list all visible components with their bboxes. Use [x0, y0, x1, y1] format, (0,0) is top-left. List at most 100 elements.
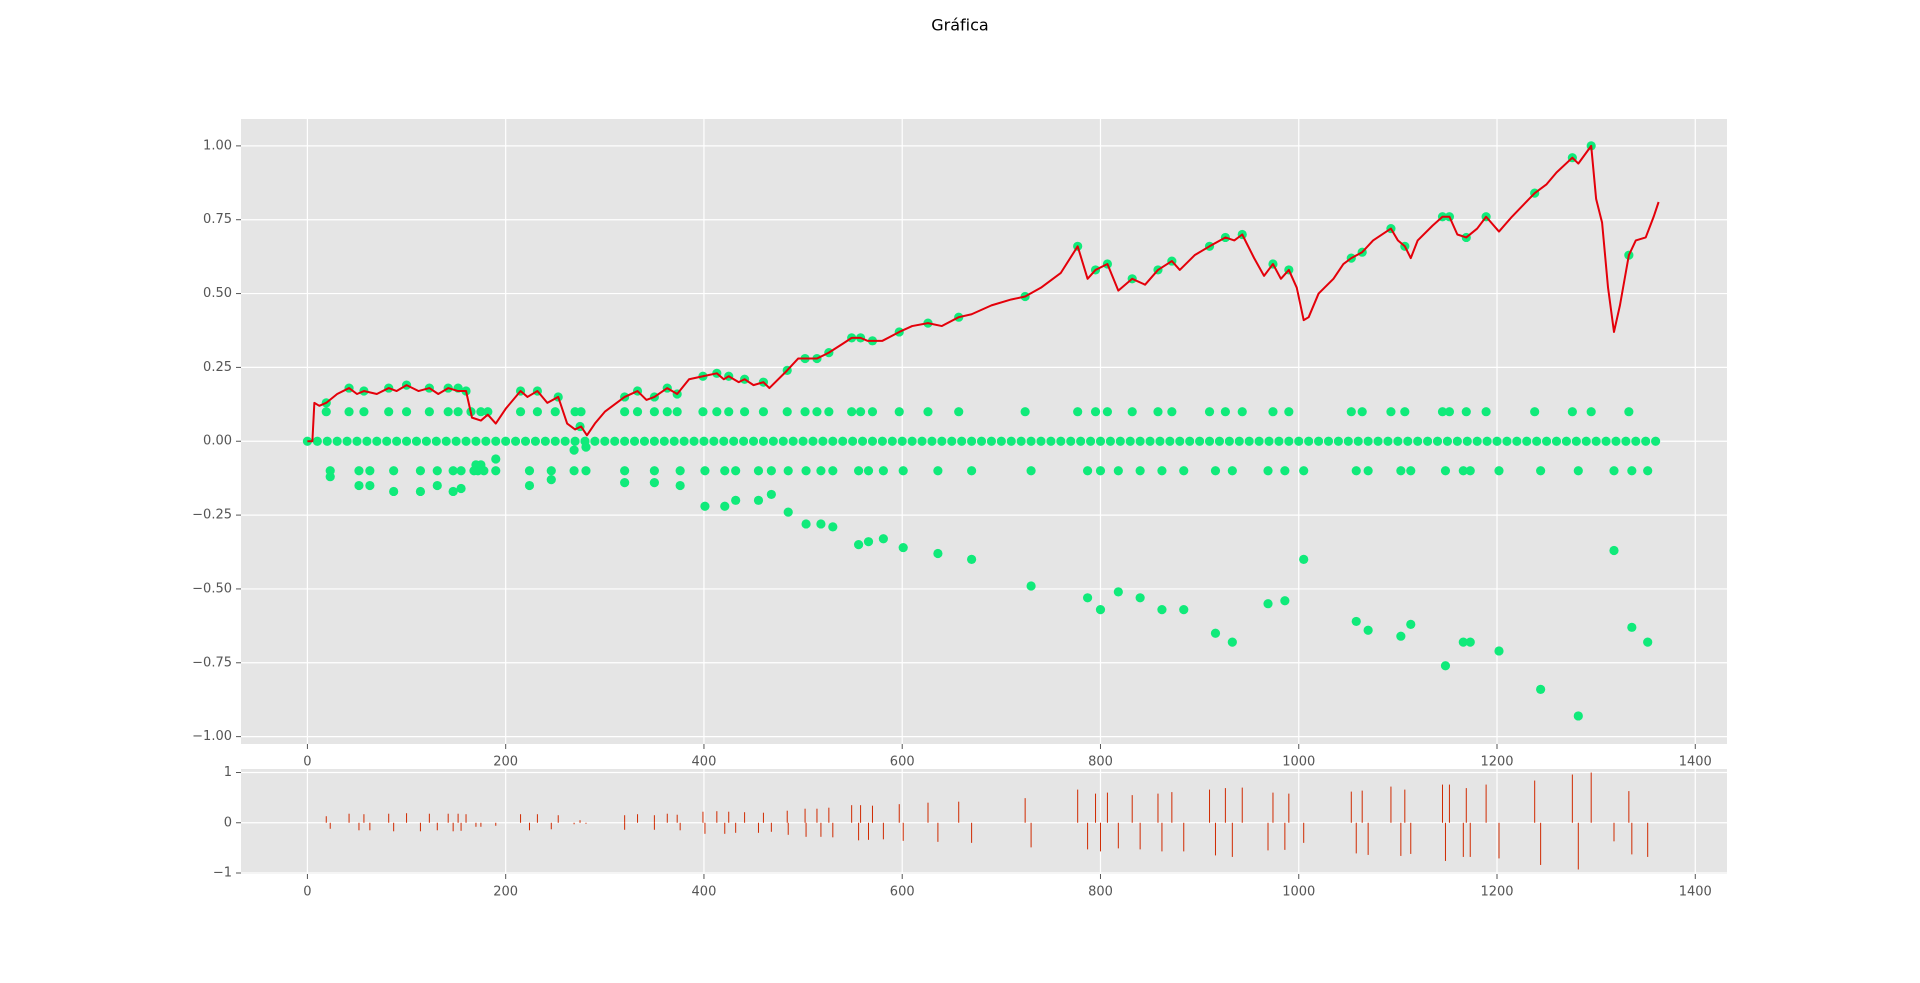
- scatter-point: [639, 436, 650, 446]
- scatter-point: [1090, 407, 1101, 417]
- scatter-point: [863, 537, 874, 547]
- scatter-point: [853, 466, 864, 476]
- scatter-point: [1263, 466, 1273, 476]
- scatter-point: [739, 407, 750, 417]
- scatter-point: [1224, 436, 1234, 446]
- scatter-point: [894, 407, 904, 417]
- y-tick-label: −1: [213, 865, 232, 880]
- scatter-point: [1185, 436, 1195, 446]
- scatter-point: [855, 407, 866, 417]
- scatter-point: [1026, 436, 1036, 446]
- scatter-point: [471, 436, 481, 446]
- scatter-point: [461, 436, 471, 446]
- scatter-point: [1502, 436, 1512, 446]
- scatter-point: [451, 436, 461, 446]
- scatter-point: [1346, 407, 1356, 417]
- x-tick-label: 1400: [1679, 885, 1712, 900]
- scatter-point: [1631, 436, 1641, 446]
- x-tick-label: 1400: [1679, 755, 1712, 770]
- scatter-point: [431, 436, 441, 446]
- x-tick-label: 800: [1088, 885, 1113, 900]
- scatter-point: [1444, 407, 1455, 417]
- scatter-point: [620, 436, 630, 446]
- y-tick-label: 0: [224, 815, 232, 830]
- scatter-point: [1304, 436, 1314, 446]
- scatter-point: [441, 436, 451, 446]
- scatter-point: [1482, 436, 1492, 446]
- scatter-point: [1145, 436, 1155, 446]
- scatter-point: [1581, 436, 1591, 446]
- scatter-point: [546, 466, 556, 476]
- x-tick-label: 1200: [1480, 885, 1513, 900]
- scatter-point: [812, 407, 822, 417]
- scatter-point: [1125, 436, 1135, 446]
- x-tick-label: 400: [692, 885, 717, 900]
- scatter-point: [937, 436, 947, 446]
- scatter-point: [1082, 593, 1093, 603]
- scatter-point: [1343, 436, 1353, 446]
- scatter-point: [1294, 436, 1304, 446]
- scatter-point: [1244, 436, 1254, 446]
- scatter-point: [569, 445, 579, 455]
- scatter-point: [1284, 436, 1294, 446]
- scatter-point: [501, 436, 511, 446]
- scatter-point: [411, 436, 422, 446]
- scatter-point: [933, 548, 943, 559]
- scatter-point: [675, 480, 685, 491]
- scatter-point: [1020, 407, 1030, 417]
- scatter-point: [1413, 436, 1423, 446]
- scatter-point: [907, 436, 917, 446]
- scatter-point: [1609, 466, 1619, 476]
- x-tick-label: 600: [890, 755, 915, 770]
- scatter-point: [1621, 436, 1631, 446]
- scatter-point: [1567, 407, 1577, 417]
- scatter-point: [1046, 436, 1056, 446]
- scatter-point: [783, 507, 793, 517]
- scatter-point: [1357, 407, 1367, 417]
- scatter-point: [456, 483, 466, 494]
- scatter-point: [1165, 436, 1175, 446]
- scatter-point: [1492, 436, 1502, 446]
- scatter-point: [1351, 616, 1361, 627]
- scatter-point: [1452, 436, 1462, 446]
- scatter-point: [365, 480, 375, 491]
- scatter-point: [712, 407, 722, 417]
- scatter-point: [1396, 631, 1406, 641]
- scatter-point: [1494, 646, 1504, 656]
- scatter-point: [1440, 466, 1451, 476]
- scatter-point: [1073, 407, 1083, 417]
- scatter-point: [1085, 436, 1096, 446]
- scatter-point: [679, 436, 689, 446]
- scatter-point: [788, 436, 798, 446]
- scatter-point: [996, 436, 1006, 446]
- scatter-point: [569, 466, 579, 476]
- scatter-point: [1135, 466, 1145, 476]
- scatter-point: [421, 436, 431, 446]
- scatter-point: [758, 407, 769, 417]
- scatter-point: [853, 540, 864, 550]
- scatter-point: [1167, 407, 1177, 417]
- scatter-point: [581, 466, 591, 476]
- scatter-point: [887, 436, 897, 446]
- scatter-point: [1423, 436, 1433, 446]
- scatter-point: [590, 436, 600, 446]
- scatter-point: [828, 522, 838, 532]
- scatter-point: [1220, 407, 1230, 417]
- scatter-point: [766, 489, 776, 500]
- y-tick-label: 0.25: [203, 360, 232, 375]
- scatter-point: [1536, 684, 1546, 694]
- scatter-point: [524, 466, 535, 476]
- scatter-point: [600, 436, 610, 446]
- scatter-point: [312, 436, 322, 446]
- scatter-point: [816, 519, 826, 529]
- scatter-point: [709, 436, 719, 446]
- scatter-point: [1115, 436, 1125, 446]
- scatter-point: [1153, 407, 1163, 417]
- scatter-point: [1274, 436, 1284, 446]
- scatter-point: [1641, 436, 1651, 446]
- scatter-point: [372, 436, 382, 446]
- scatter-point: [927, 436, 937, 446]
- x-tick-label: 1200: [1480, 755, 1513, 770]
- scatter-point: [1440, 661, 1451, 671]
- scatter-point: [731, 466, 741, 476]
